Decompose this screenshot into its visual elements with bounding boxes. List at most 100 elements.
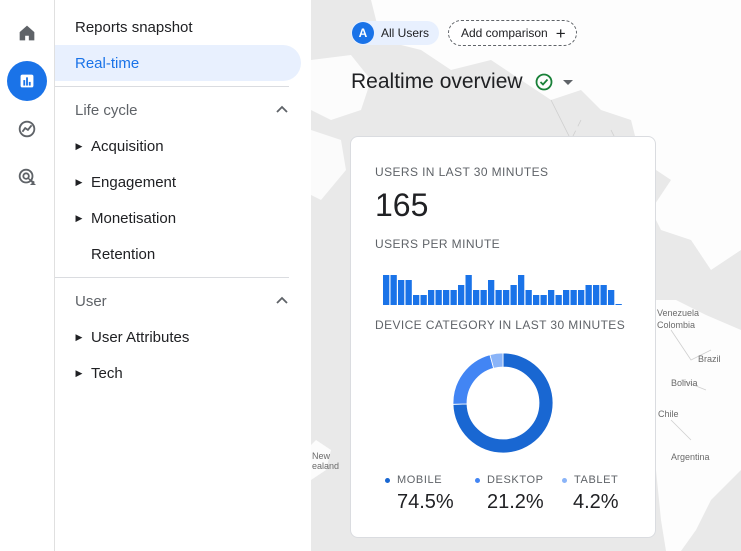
map-label-bolivia: Bolivia: [671, 378, 698, 388]
per-minute-bar[interactable]: [428, 290, 435, 305]
reports-icon[interactable]: [7, 61, 47, 101]
nav-item-label: Retention: [91, 245, 156, 263]
segment-chip-all-users[interactable]: A All Users: [351, 21, 440, 45]
per-minute-bar[interactable]: [413, 295, 420, 305]
per-minute-bar[interactable]: [570, 290, 577, 305]
legend-dot-desktop: [475, 477, 480, 483]
segment-badge: A: [352, 22, 374, 44]
caret-right-icon: ▶: [75, 212, 83, 223]
per-minute-bar[interactable]: [450, 290, 457, 305]
map-label-brazil: Brazil: [698, 354, 721, 364]
dropdown-arrow-icon[interactable]: [562, 79, 573, 85]
mobile-percentage: 74.5%: [397, 491, 454, 513]
per-minute-bar[interactable]: [593, 285, 600, 305]
plus-icon: +: [555, 23, 566, 43]
per-minute-bar[interactable]: [383, 275, 390, 305]
nav-reports-snapshot[interactable]: Reports snapshot: [75, 18, 193, 36]
per-minute-bar[interactable]: [435, 290, 442, 305]
add-comparison-button[interactable]: Add comparison +: [448, 20, 577, 46]
per-minute-bar[interactable]: [518, 275, 525, 305]
reports-nav-panel: Reports snapshot Real-time Life cycle ▶ …: [55, 0, 311, 551]
desktop-percentage: 21.2%: [487, 491, 544, 513]
users-per-minute-chart[interactable]: [383, 265, 623, 305]
caret-right-icon: ▶: [75, 331, 83, 342]
chevron-up-icon: [276, 105, 288, 113]
per-minute-bar[interactable]: [608, 290, 615, 305]
donut-slice-desktop[interactable]: [453, 354, 495, 405]
users-per-minute-label: USERS PER MINUTE: [375, 237, 501, 251]
legend-dot-tablet: [562, 477, 567, 483]
per-minute-bar[interactable]: [488, 280, 495, 305]
user-section-header[interactable]: User: [75, 289, 289, 313]
tablet-percentage: 4.2%: [573, 491, 619, 513]
legend-mobile: MOBILE: [385, 474, 442, 486]
per-minute-bar[interactable]: [443, 290, 450, 305]
users-last-30-min-label: USERS IN LAST 30 MINUTES: [375, 165, 549, 179]
legend-label-tablet: TABLET: [574, 474, 619, 486]
map-label-colombia: Colombia: [657, 320, 696, 330]
per-minute-bar[interactable]: [458, 285, 465, 305]
nav-item-label: Tech: [91, 364, 123, 382]
per-minute-bar[interactable]: [390, 275, 397, 305]
map-label-chile: Chile: [658, 409, 679, 419]
map-label-venezuela: Venezuela: [657, 308, 700, 318]
segment-label: All Users: [381, 26, 430, 40]
advertising-icon[interactable]: [7, 157, 47, 197]
per-minute-bar[interactable]: [465, 275, 472, 305]
home-icon[interactable]: [7, 13, 47, 53]
legend-dot-mobile: [385, 477, 390, 483]
nav-item-acquisition[interactable]: ▶ Acquisition: [67, 134, 287, 158]
per-minute-bar[interactable]: [398, 280, 405, 305]
nav-item-label: Monetisation: [91, 209, 177, 227]
device-category-label: DEVICE CATEGORY IN LAST 30 MINUTES: [375, 318, 626, 332]
caret-right-icon: ▶: [75, 367, 83, 378]
lifecycle-section-title: Life cycle: [75, 101, 138, 119]
map-label-argentina: Argentina: [671, 452, 710, 462]
donut-slice-tablet[interactable]: [489, 353, 504, 369]
device-category-donut[interactable]: [453, 353, 553, 453]
nav-item-tech[interactable]: ▶ Tech: [67, 361, 287, 385]
nav-item-monetisation[interactable]: ▶ Monetisation: [67, 206, 287, 230]
nav-divider: [55, 277, 289, 278]
caret-right-icon: ▶: [75, 140, 83, 151]
lifecycle-section-header[interactable]: Life cycle: [75, 98, 289, 122]
per-minute-bar[interactable]: [495, 290, 502, 305]
caret-right-icon: ▶: [75, 176, 83, 187]
page-title-row: Realtime overview: [351, 70, 573, 94]
per-minute-bar[interactable]: [615, 304, 622, 305]
per-minute-bar[interactable]: [585, 285, 592, 305]
nav-item-label: Acquisition: [91, 137, 164, 155]
nav-item-label: User Attributes: [91, 328, 190, 346]
nav-item-retention[interactable]: Retention: [67, 242, 287, 266]
per-minute-bar[interactable]: [540, 295, 547, 305]
per-minute-bar[interactable]: [578, 290, 585, 305]
per-minute-bar[interactable]: [548, 290, 555, 305]
explore-icon[interactable]: [7, 109, 47, 149]
nav-item-user-attributes[interactable]: ▶ User Attributes: [67, 325, 287, 349]
legend-label-mobile: MOBILE: [397, 474, 443, 486]
map-label-new-zealand-1: New: [312, 451, 331, 461]
per-minute-bar[interactable]: [503, 290, 510, 305]
nav-divider: [55, 86, 289, 87]
users-last-30-min-value: 165: [375, 187, 429, 223]
donut-slice-mobile[interactable]: [453, 353, 553, 453]
per-minute-bar[interactable]: [525, 290, 532, 305]
per-minute-bar[interactable]: [405, 280, 412, 305]
per-minute-bar[interactable]: [563, 290, 570, 305]
map-label-new-zealand-2: ealand: [312, 461, 340, 471]
legend-label-desktop: DESKTOP: [487, 474, 544, 486]
per-minute-bar[interactable]: [480, 290, 487, 305]
per-minute-bar[interactable]: [420, 295, 427, 305]
nav-item-label: Engagement: [91, 173, 177, 191]
check-circle-icon[interactable]: [535, 73, 553, 91]
per-minute-bar[interactable]: [533, 295, 540, 305]
nav-item-engagement[interactable]: ▶ Engagement: [67, 170, 287, 194]
per-minute-bar[interactable]: [510, 285, 517, 305]
per-minute-bar[interactable]: [600, 285, 607, 305]
nav-realtime[interactable]: Real-time: [55, 45, 301, 81]
add-comparison-label: Add comparison: [461, 26, 548, 40]
legend-desktop: DESKTOP: [475, 474, 544, 486]
per-minute-bar[interactable]: [473, 290, 480, 305]
per-minute-bar[interactable]: [555, 295, 562, 305]
legend-tablet: TABLET: [562, 474, 618, 486]
